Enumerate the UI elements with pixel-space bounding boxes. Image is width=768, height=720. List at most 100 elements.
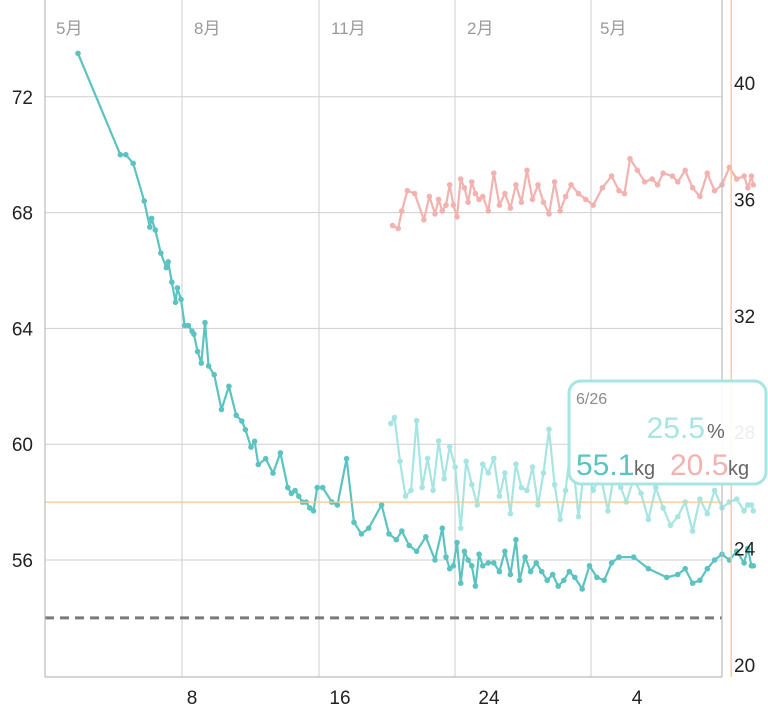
data-point <box>641 179 648 185</box>
data-point <box>432 211 438 217</box>
data-point <box>454 214 460 220</box>
data-point <box>457 176 464 182</box>
data-point <box>496 568 503 575</box>
data-point <box>130 160 136 167</box>
data-point <box>158 250 164 256</box>
y-left-tick: 56 <box>12 551 33 572</box>
data-point <box>191 331 197 338</box>
data-point <box>378 502 385 508</box>
data-point <box>630 554 637 560</box>
data-point <box>551 179 558 185</box>
data-point <box>404 187 411 194</box>
x-tick: 16 <box>329 688 350 709</box>
y-left-tick: 60 <box>12 435 33 456</box>
data-point <box>518 484 525 491</box>
data-point <box>660 505 666 511</box>
data-point <box>117 151 124 158</box>
data-point <box>480 193 486 200</box>
data-point <box>402 493 409 500</box>
data-point <box>239 418 245 424</box>
data-point <box>262 455 269 462</box>
data-point <box>351 519 357 526</box>
data-point <box>590 487 596 494</box>
data-point <box>480 461 486 468</box>
y-right-tick: 40 <box>734 74 755 95</box>
data-point <box>524 167 530 174</box>
data-point <box>645 516 652 523</box>
data-point <box>446 444 453 450</box>
data-point <box>513 182 519 188</box>
data-point <box>465 557 471 563</box>
data-point <box>733 548 740 555</box>
y-left-tick: 64 <box>12 319 34 340</box>
data-point <box>522 554 528 560</box>
data-point <box>169 279 175 285</box>
data-point <box>507 205 514 211</box>
data-point <box>733 496 740 502</box>
data-point <box>572 574 578 581</box>
data-point <box>469 179 475 185</box>
tooltip-box <box>567 379 768 486</box>
data-point <box>426 193 433 200</box>
y-left-tick: 68 <box>12 204 33 225</box>
data-point <box>669 173 676 179</box>
y-right-tick: 24 <box>734 540 756 561</box>
data-point <box>461 185 468 191</box>
data-point <box>667 522 674 529</box>
data-point <box>689 528 696 534</box>
data-point <box>704 510 711 517</box>
data-point <box>450 202 457 208</box>
data-point <box>469 563 475 569</box>
data-point <box>601 577 607 584</box>
x-tick: 4 <box>632 688 643 709</box>
data-point <box>745 185 751 191</box>
y-right-tick: 36 <box>734 190 755 211</box>
data-point <box>292 487 298 494</box>
data-point <box>745 545 751 552</box>
data-point <box>452 464 459 470</box>
month-label: 5月 <box>56 19 82 38</box>
data-point <box>524 487 530 494</box>
data-point <box>634 167 641 174</box>
data-point <box>616 187 622 194</box>
data-point <box>689 185 696 191</box>
data-point <box>386 531 392 537</box>
tooltip-date: 6/26 <box>576 391 607 408</box>
data-point <box>653 484 659 491</box>
data-point <box>741 560 747 566</box>
data-point <box>454 539 460 546</box>
data-point <box>594 574 600 581</box>
series-line <box>392 157 755 230</box>
data-point <box>664 574 670 581</box>
data-point <box>748 173 755 179</box>
data-point <box>172 299 179 306</box>
data-point <box>334 502 341 508</box>
data-point <box>704 565 711 572</box>
data-point <box>618 484 624 491</box>
data-point <box>430 487 436 494</box>
data-point <box>75 50 81 57</box>
data-point <box>529 196 536 203</box>
data-point <box>469 481 475 488</box>
data-point <box>599 185 606 191</box>
data-point <box>441 476 448 482</box>
month-label: 11月 <box>331 19 366 38</box>
data-point <box>540 470 547 476</box>
data-point <box>474 502 481 508</box>
x-tick: 8 <box>187 688 198 709</box>
data-point <box>575 190 582 197</box>
data-point <box>439 525 446 531</box>
data-point <box>123 151 129 158</box>
data-point <box>406 542 413 549</box>
data-point <box>389 222 396 229</box>
data-point <box>513 461 519 468</box>
data-point <box>513 536 519 543</box>
data-point <box>741 508 747 514</box>
data-point <box>621 190 628 197</box>
data-point <box>750 508 757 514</box>
data-point <box>211 371 217 378</box>
data-point <box>675 513 681 520</box>
tooltip-weight-unit: kg <box>634 458 655 480</box>
data-point <box>277 450 284 456</box>
